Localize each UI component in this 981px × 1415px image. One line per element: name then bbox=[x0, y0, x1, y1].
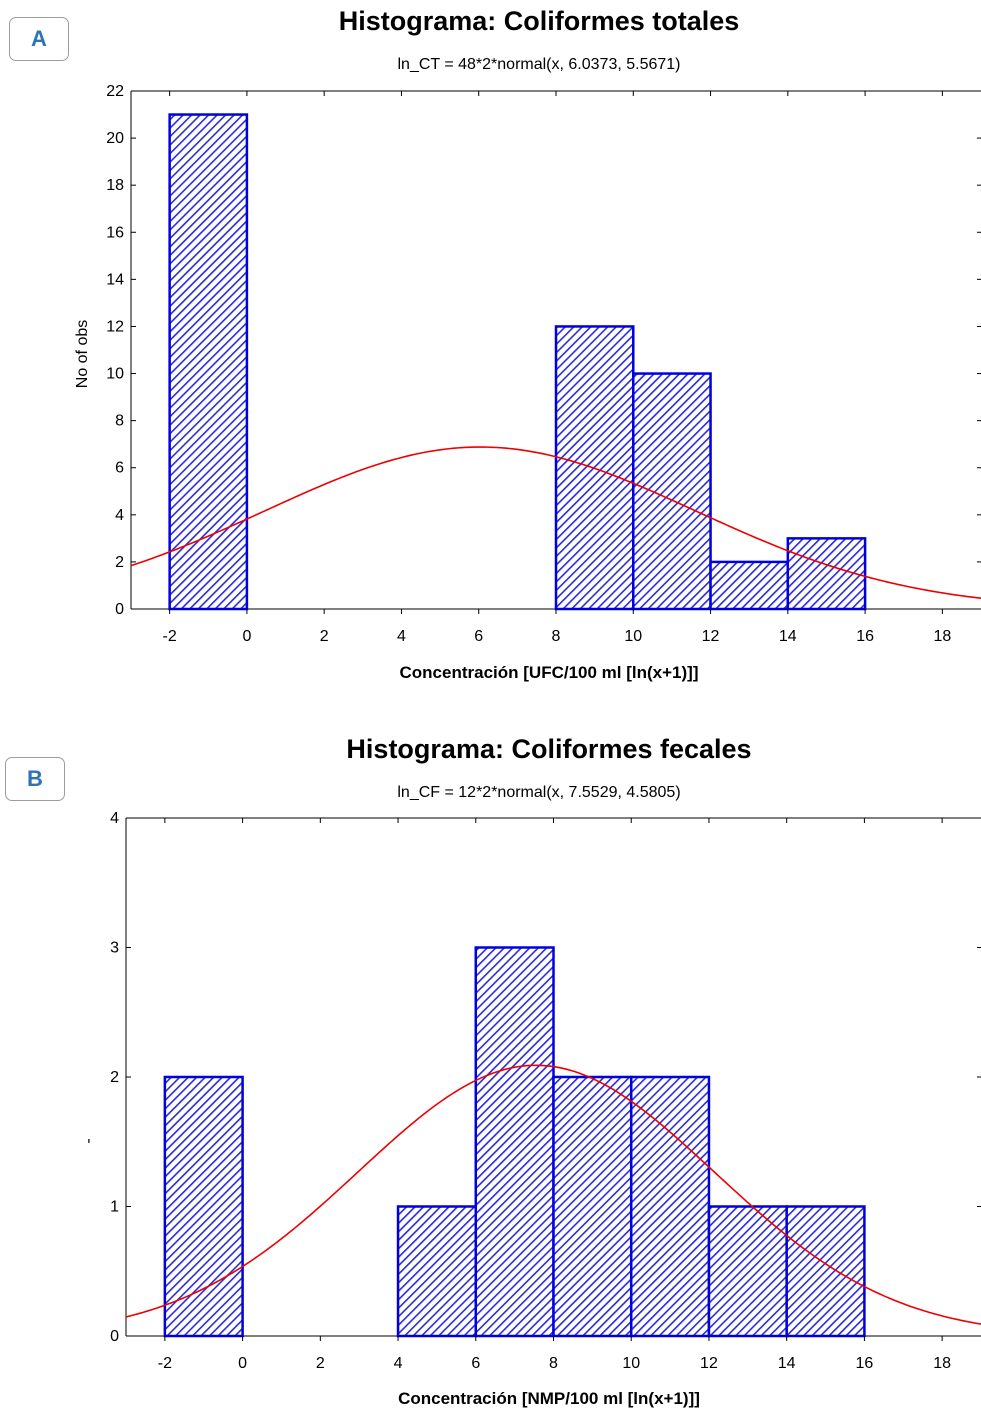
x-axis-label: Concentración [UFC/100 ml [ln(x+1)]] bbox=[400, 663, 699, 682]
y-tick-label: 1 bbox=[110, 1199, 119, 1216]
y-tick-label: 8 bbox=[115, 413, 124, 430]
histogram-bar bbox=[632, 372, 712, 611]
y-tick-label: 6 bbox=[115, 460, 124, 477]
x-tick-label: 6 bbox=[471, 1355, 480, 1372]
x-tick-label: 16 bbox=[856, 1355, 874, 1372]
y-axis-label: No of obs bbox=[74, 320, 91, 388]
x-tick-label: 18 bbox=[933, 1355, 951, 1372]
histogram-bar bbox=[709, 560, 790, 611]
y-tick-label: 14 bbox=[106, 271, 124, 288]
normal-fit-curve bbox=[130, 446, 981, 600]
normal-fit-curve bbox=[125, 1064, 981, 1325]
y-tick-label: 0 bbox=[110, 1328, 119, 1345]
chart-subtitle: ln_CF = 12*2*normal(x, 7.5529, 4.5805) bbox=[397, 784, 680, 801]
x-tick-label: 4 bbox=[397, 628, 406, 645]
chart-title: Histograma: Coliformes fecales bbox=[346, 734, 751, 764]
x-tick-label: 2 bbox=[316, 1355, 325, 1372]
x-tick-label: -2 bbox=[158, 1355, 172, 1372]
y-tick-label: 12 bbox=[106, 318, 124, 335]
histogram-chart-b: Histograma: Coliformes fecales ln_CF = 1… bbox=[80, 734, 981, 1408]
x-tick-label: 6 bbox=[474, 628, 483, 645]
x-tick-label: 10 bbox=[622, 1355, 640, 1372]
chart-subtitle: ln_CT = 48*2*normal(x, 6.0373, 5.5671) bbox=[398, 56, 681, 73]
x-tick-label: 0 bbox=[238, 1355, 247, 1372]
y-tick-label: 20 bbox=[106, 130, 124, 147]
x-tick-label: -2 bbox=[163, 628, 177, 645]
y-tick-label: 18 bbox=[106, 177, 124, 194]
x-tick-label: 18 bbox=[933, 628, 951, 645]
y-tick-label: 4 bbox=[115, 507, 124, 524]
x-axis-label: Concentración [NMP/100 ml [ln(x+1)]] bbox=[398, 1389, 700, 1408]
histogram-bar bbox=[707, 1205, 788, 1338]
histogram-bar bbox=[786, 537, 867, 611]
x-tick-label: 0 bbox=[242, 628, 251, 645]
y-tick-label: 16 bbox=[106, 224, 124, 241]
y-tick-label: 10 bbox=[106, 366, 124, 383]
y-tick-label: 3 bbox=[110, 940, 119, 957]
x-tick-label: 14 bbox=[779, 628, 797, 645]
plot-area: -2 0 2 4 6 8 10 12 14 16 18 0 2 4 6 8 10 12 14 16 18 20 22 bbox=[106, 83, 981, 645]
x-tick-label: 8 bbox=[549, 1355, 558, 1372]
x-tick-label: 16 bbox=[856, 628, 874, 645]
y-axis-label: - bbox=[80, 1138, 97, 1143]
x-tick-label: 8 bbox=[552, 628, 561, 645]
histogram-bar bbox=[168, 113, 249, 611]
histogram-bar bbox=[396, 1205, 478, 1338]
histogram-bar bbox=[474, 946, 555, 1338]
x-tick-label: 10 bbox=[624, 628, 642, 645]
histogram-bar bbox=[785, 1205, 866, 1338]
y-tick-label: 4 bbox=[110, 810, 119, 827]
histogram-chart-a: Histograma: Coliformes totales ln_CT = 4… bbox=[74, 6, 981, 682]
x-tick-label: 12 bbox=[702, 628, 720, 645]
panel-label-b: B bbox=[5, 757, 65, 801]
y-tick-label: 2 bbox=[110, 1069, 119, 1086]
panel-label-a: A bbox=[9, 17, 69, 61]
x-tick-label: 12 bbox=[700, 1355, 718, 1372]
x-tick-label: 14 bbox=[778, 1355, 796, 1372]
y-tick-label: 0 bbox=[115, 601, 124, 618]
y-tick-label: 2 bbox=[115, 554, 124, 571]
x-tick-label: 4 bbox=[394, 1355, 403, 1372]
chart-title: Histograma: Coliformes totales bbox=[339, 6, 740, 36]
histogram-bar bbox=[163, 1075, 244, 1338]
y-tick-label: 22 bbox=[106, 83, 124, 100]
histogram-bar bbox=[552, 1075, 633, 1338]
histogram-bar bbox=[629, 1075, 711, 1338]
x-tick-label: 2 bbox=[320, 628, 329, 645]
